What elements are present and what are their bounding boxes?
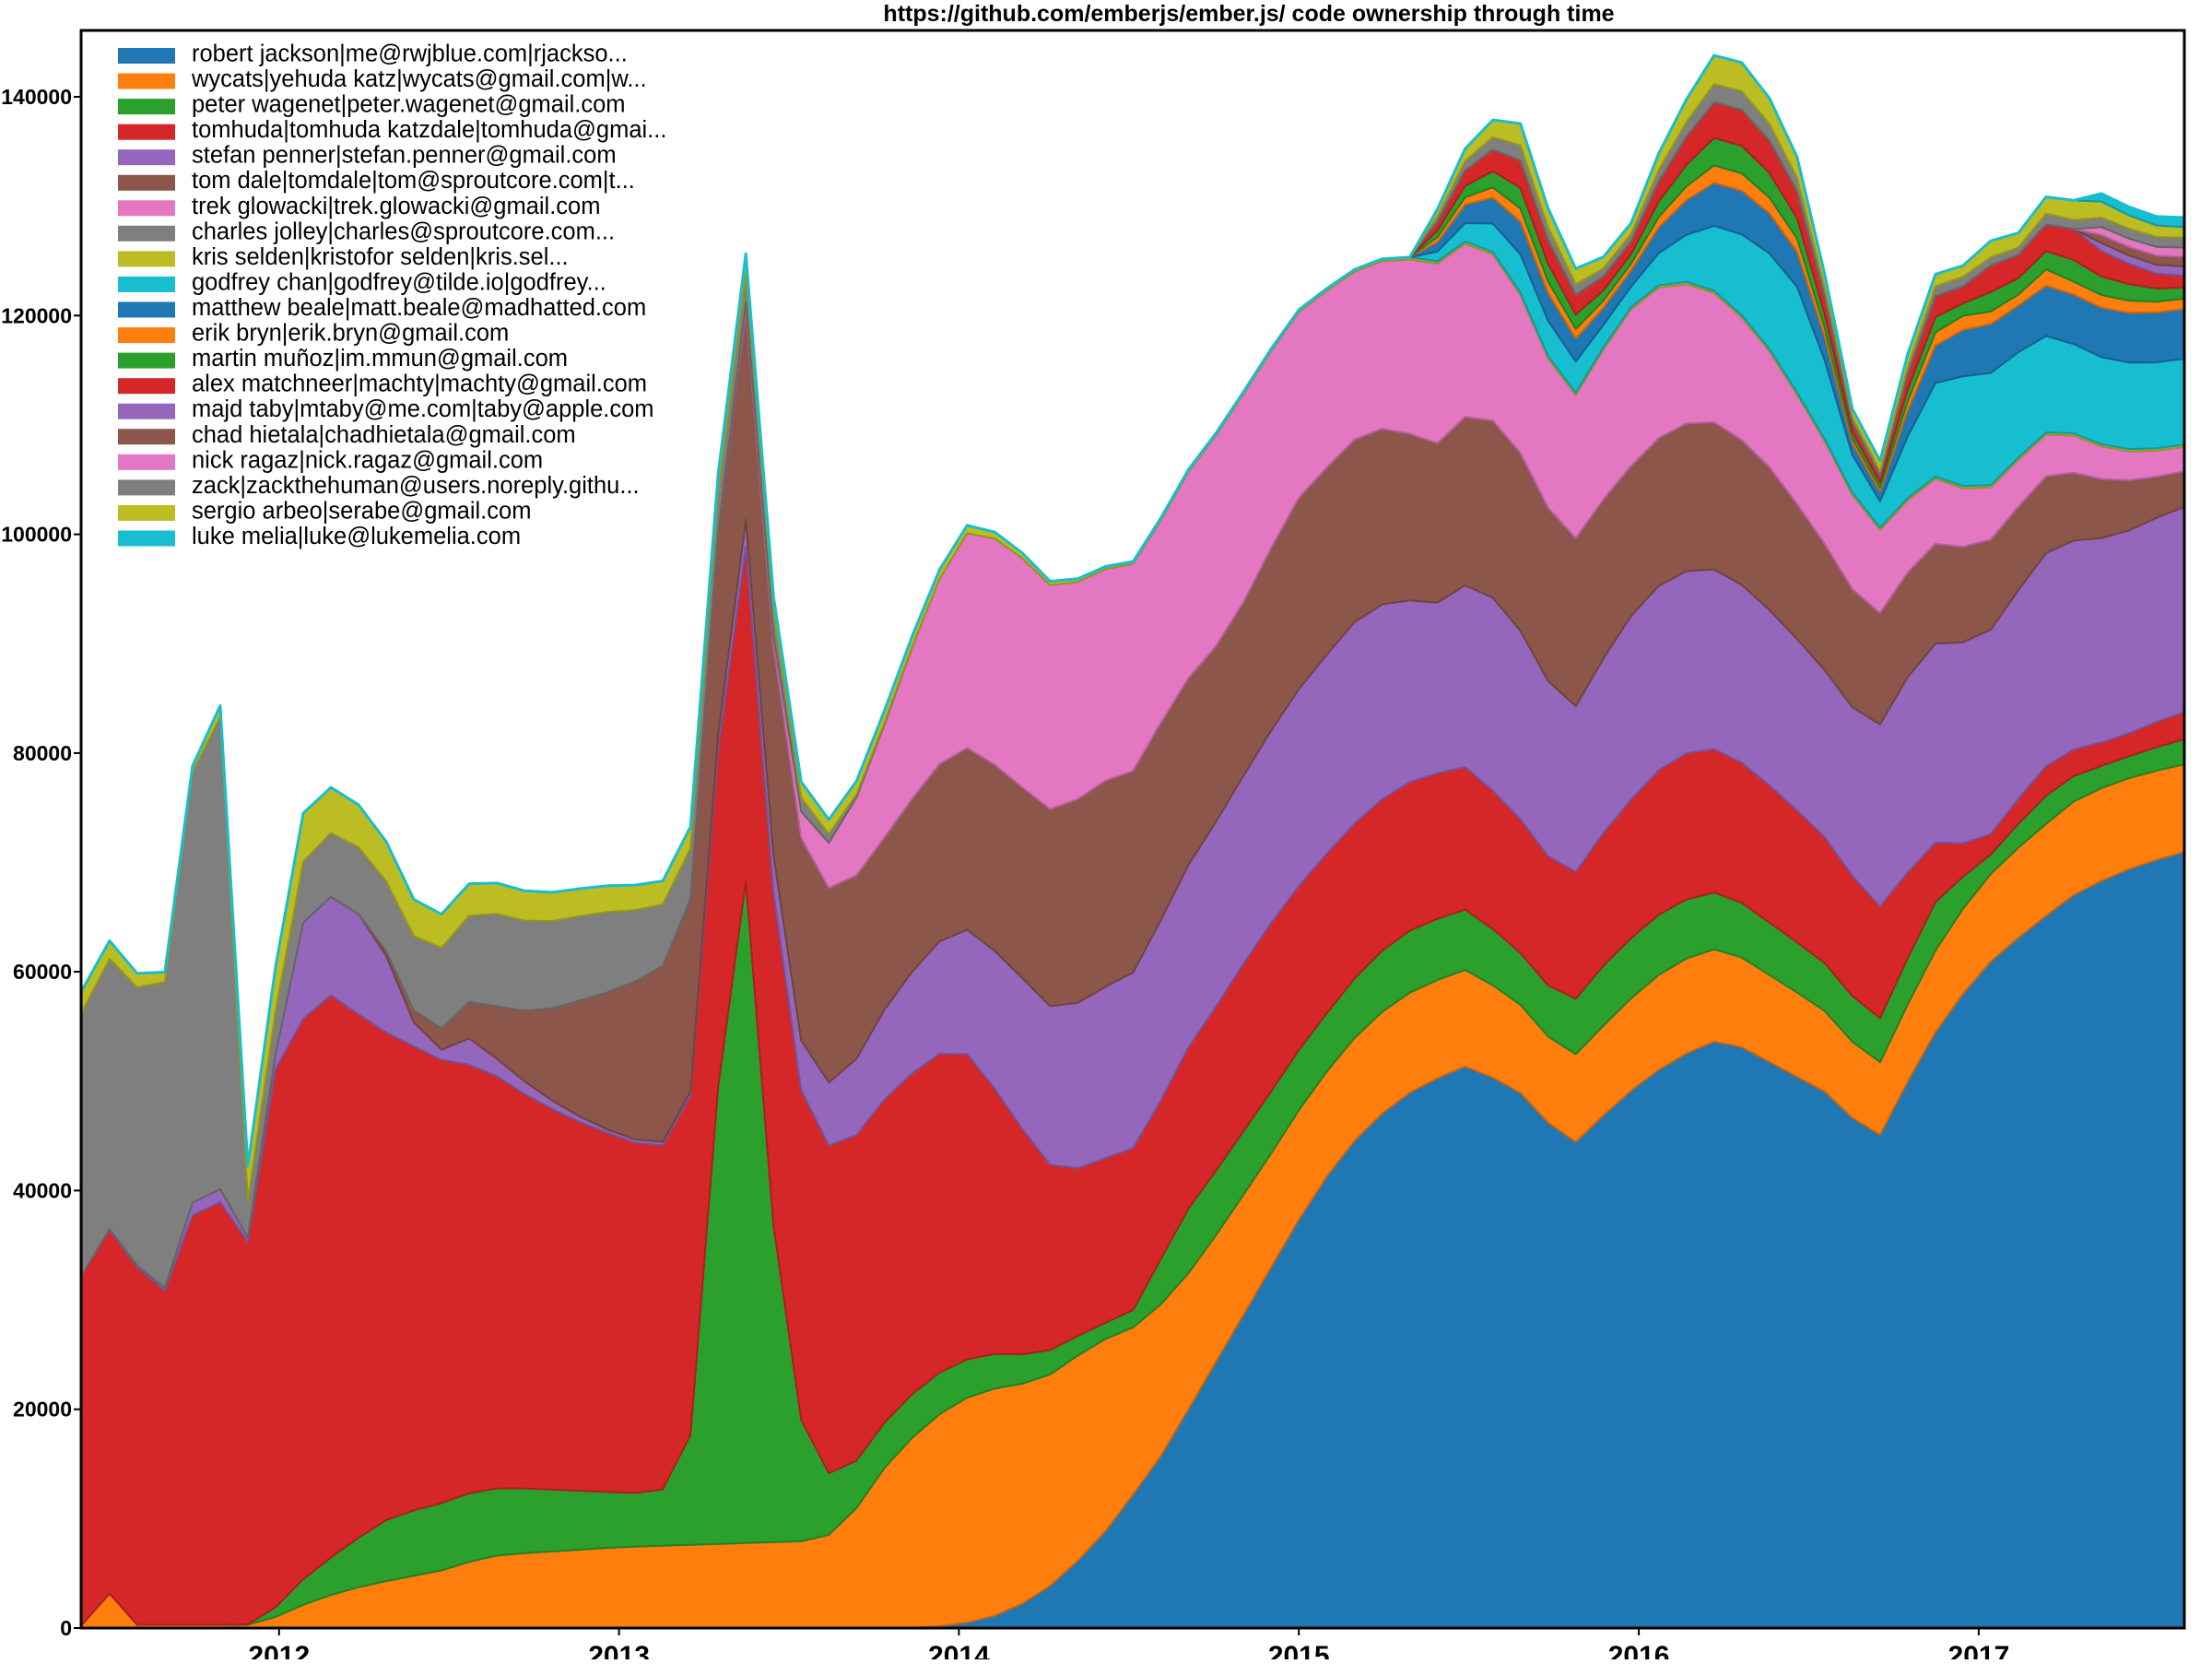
svg-text:erik bryn|erik.bryn@gmail.com: erik bryn|erik.bryn@gmail.com	[192, 321, 509, 347]
svg-text:2016: 2016	[1608, 1641, 1670, 1659]
svg-text:40000: 40000	[13, 1178, 72, 1202]
svg-text:godfrey chan|godfrey@tilde.io|: godfrey chan|godfrey@tilde.io|godfrey...	[192, 270, 606, 296]
svg-text:robert jackson|me@rwjblue.com|: robert jackson|me@rwjblue.com|rjackso...	[192, 41, 628, 67]
svg-text:20000: 20000	[13, 1398, 72, 1422]
svg-text:trek glowacki|trek.glowacki@gm: trek glowacki|trek.glowacki@gmail.com	[192, 194, 600, 219]
svg-text:2014: 2014	[928, 1641, 990, 1659]
svg-text:60000: 60000	[13, 960, 72, 984]
svg-text:nick ragaz|nick.ragaz@gmail.co: nick ragaz|nick.ragaz@gmail.com	[192, 447, 543, 473]
svg-text:2015: 2015	[1268, 1641, 1330, 1659]
svg-text:kris selden|kristofor selden|k: kris selden|kristofor selden|kris.sel...	[192, 244, 569, 270]
svg-text:2013: 2013	[588, 1641, 650, 1659]
svg-text:80000: 80000	[13, 741, 72, 765]
svg-text:martin muñoz|im.mmun@gmail.com: martin muñoz|im.mmun@gmail.com	[192, 346, 568, 372]
svg-text:peter wagenet|peter.wagenet@gm: peter wagenet|peter.wagenet@gmail.com	[192, 92, 626, 118]
svg-text:charles jolley|charles@sproutc: charles jolley|charles@sproutcore.com...	[192, 218, 615, 244]
svg-text:https://github.com/emberjs/emb: https://github.com/emberjs/ember.js/ cod…	[883, 1, 1614, 27]
svg-text:tom dale|tomdale|tom@sproutcor: tom dale|tomdale|tom@sproutcore.com|t...	[192, 168, 635, 194]
svg-text:sergio arbeo|serabe@gmail.com: sergio arbeo|serabe@gmail.com	[192, 498, 531, 524]
svg-text:wycats|yehuda katz|wycats@gmai: wycats|yehuda katz|wycats@gmail.com|w...	[191, 66, 647, 92]
svg-text:2012: 2012	[248, 1641, 310, 1659]
svg-text:matthew beale|matt.beale@madha: matthew beale|matt.beale@madhatted.com	[192, 295, 646, 321]
svg-text:tomhuda|tomhuda katzdale|tomhu: tomhuda|tomhuda katzdale|tomhuda@gmai...	[192, 117, 666, 143]
svg-text:0: 0	[60, 1616, 72, 1640]
svg-text:zack|zackthehuman@users.norepl: zack|zackthehuman@users.noreply.githu...	[192, 473, 640, 499]
svg-text:chad hietala|chadhietala@gmail: chad hietala|chadhietala@gmail.com	[192, 422, 576, 448]
svg-text:2017: 2017	[1948, 1641, 2010, 1659]
svg-text:majd taby|mtaby@me.com|taby@ap: majd taby|mtaby@me.com|taby@apple.com	[192, 396, 654, 422]
svg-text:120000: 120000	[1, 303, 72, 327]
svg-text:stefan penner|stefan.penner@gm: stefan penner|stefan.penner@gmail.com	[192, 143, 617, 169]
svg-text:140000: 140000	[1, 85, 72, 109]
svg-text:alex matchneer|machty|machty@g: alex matchneer|machty|machty@gmail.com	[192, 372, 647, 397]
svg-text:100000: 100000	[1, 523, 72, 547]
svg-text:luke melia|luke@lukemelia.com: luke melia|luke@lukemelia.com	[192, 524, 521, 549]
